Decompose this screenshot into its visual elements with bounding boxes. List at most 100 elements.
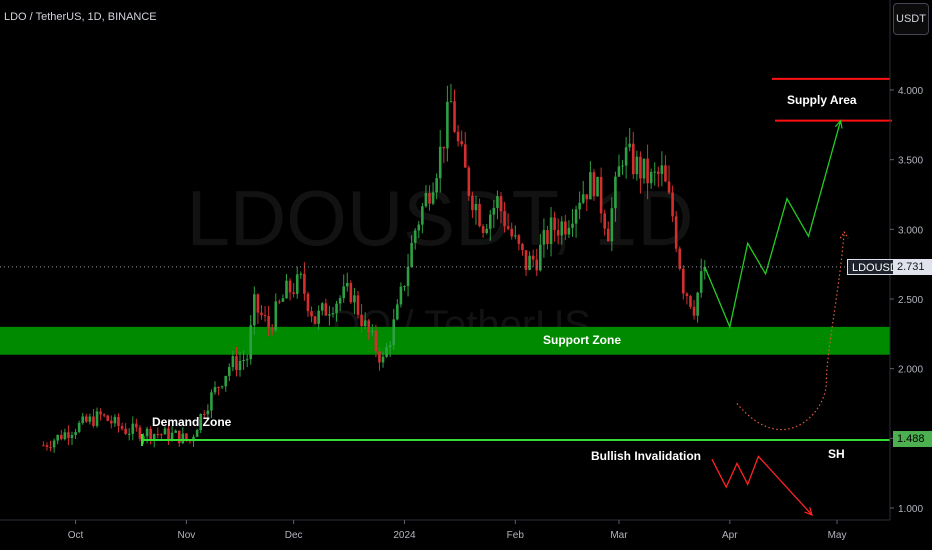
candle-body	[117, 416, 120, 427]
candle	[99, 408, 102, 421]
candle-body	[617, 166, 621, 177]
candle	[539, 233, 542, 272]
candle	[556, 218, 560, 244]
candle-body	[138, 427, 142, 439]
candle-body	[99, 411, 102, 415]
candle-body	[74, 431, 77, 435]
candle-body	[306, 293, 310, 312]
bearish-projection-arrow	[804, 507, 813, 516]
candle	[310, 306, 313, 323]
candle-body	[471, 195, 474, 211]
candle	[124, 423, 127, 435]
candle-body	[657, 171, 660, 174]
candle	[592, 169, 596, 201]
candle	[113, 414, 117, 427]
candle-body	[206, 410, 210, 415]
candle-body	[360, 314, 363, 327]
candle-body	[177, 430, 181, 444]
candle	[281, 294, 285, 303]
candle	[59, 429, 63, 441]
candle	[249, 315, 253, 365]
candle-body	[145, 428, 149, 437]
candle	[528, 251, 531, 271]
candle-body	[285, 280, 288, 299]
price-tick-label: 4.000	[898, 86, 923, 97]
candle	[485, 224, 488, 235]
candle-body	[67, 432, 70, 439]
candle	[624, 137, 628, 179]
candle-body	[474, 203, 478, 211]
candle	[142, 433, 145, 444]
candle	[403, 285, 406, 292]
candle-body	[410, 242, 413, 267]
candle	[102, 413, 106, 418]
candle	[360, 304, 363, 333]
candle-body	[135, 423, 138, 428]
candle	[63, 428, 67, 441]
candle-body	[599, 176, 603, 214]
candle	[689, 295, 692, 309]
candle-body	[396, 304, 399, 320]
candle	[467, 165, 471, 201]
candle	[210, 389, 213, 419]
candle-body	[528, 255, 531, 270]
candle	[567, 220, 571, 238]
candle	[385, 343, 388, 358]
currency-button[interactable]: USDT	[893, 3, 929, 35]
levels-layer	[0, 77, 892, 447]
candle	[363, 312, 367, 330]
candle-body	[571, 223, 574, 228]
candle	[667, 165, 671, 195]
candle-body	[52, 440, 56, 448]
candle-body	[692, 306, 696, 316]
bullish-projection-path	[704, 120, 842, 330]
chart-title: LDO / TetherUS, 1D, BINANCE	[4, 11, 157, 23]
candle	[646, 144, 649, 200]
candle	[660, 151, 664, 187]
candle-body	[110, 420, 113, 424]
candle-body	[338, 298, 342, 304]
candle	[610, 197, 614, 252]
candle-body	[181, 433, 185, 444]
candle	[664, 155, 667, 183]
candle-body	[310, 311, 313, 317]
candle	[206, 404, 210, 418]
candle-body	[696, 292, 699, 316]
candle	[682, 265, 685, 300]
candle-body	[549, 217, 553, 245]
candle-body	[556, 230, 560, 236]
candle	[599, 167, 603, 223]
candle	[295, 266, 299, 299]
candle-body	[185, 433, 188, 440]
candles-layer	[42, 83, 707, 453]
candle	[621, 160, 624, 175]
candle	[635, 150, 639, 181]
candle-body	[342, 286, 345, 299]
candle	[699, 258, 703, 298]
time-tick-label: 2024	[393, 530, 416, 541]
candle-body	[42, 445, 45, 447]
candle	[392, 308, 396, 350]
candle-body	[156, 434, 160, 436]
candle	[481, 223, 485, 238]
candle	[85, 413, 88, 423]
candle-body	[514, 235, 517, 237]
candle	[220, 385, 224, 389]
candle	[274, 293, 278, 332]
candle-body	[113, 416, 117, 424]
zones-layer	[0, 326, 890, 355]
candle-body	[671, 192, 674, 217]
candle	[585, 194, 589, 212]
candle-body	[388, 345, 392, 348]
candle-body	[356, 295, 360, 315]
candle-body	[481, 226, 485, 233]
candle	[535, 248, 539, 277]
candle	[653, 162, 657, 186]
candle-body	[492, 207, 496, 215]
candle-body	[270, 328, 274, 331]
candle-body	[345, 282, 349, 287]
candle	[313, 316, 317, 325]
candle-body	[149, 428, 152, 441]
candle-body	[202, 414, 206, 416]
